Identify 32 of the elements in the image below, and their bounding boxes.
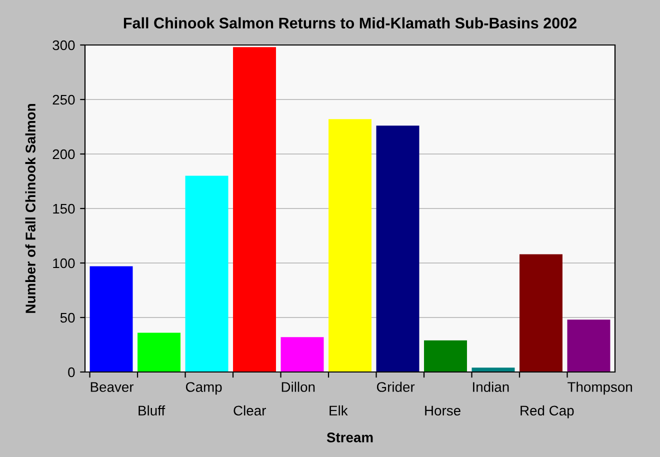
- y-axis-title: Number of Fall Chinook Salmon: [25, 104, 36, 313]
- x-tick-label: Red Cap: [520, 405, 574, 418]
- bar: [90, 266, 133, 372]
- bar: [328, 119, 372, 372]
- x-tick-label: Elk: [330, 405, 348, 416]
- bar: [138, 332, 180, 372]
- x-tick-label: Camp: [186, 382, 222, 395]
- bar: [185, 176, 228, 372]
- bar: [424, 340, 467, 372]
- y-tick-label: 250: [52, 94, 75, 105]
- y-tick-label: 300: [52, 40, 75, 50]
- bar: [567, 320, 610, 372]
- y-tick-label: 200: [52, 149, 75, 160]
- y-tick-label: 150: [53, 204, 75, 214]
- bar: [520, 254, 562, 372]
- x-tick-label: Indian: [473, 382, 509, 392]
- x-tick-label: Horse: [425, 406, 460, 416]
- x-tick-label: Grider: [376, 382, 415, 392]
- bar: [472, 368, 515, 372]
- y-tick-label: 0: [68, 367, 75, 378]
- x-tick-label: Bluff: [138, 405, 166, 416]
- bar: [233, 47, 276, 372]
- y-tick-label: 100: [53, 258, 75, 268]
- x-tick-label: Clear: [234, 405, 266, 416]
- bar: [280, 337, 324, 372]
- x-tick-label: Beaver: [90, 382, 134, 392]
- x-axis-title: Stream: [326, 432, 373, 442]
- x-tick-label: Dillon: [282, 382, 315, 392]
- y-tick-label: 50: [60, 312, 75, 323]
- bar: [376, 126, 420, 372]
- chart-title: Fall Chinook Salmon Returns to Mid-Klamath Sub-Basins 2002: [124, 17, 576, 28]
- x-tick-label: Thompson: [568, 382, 632, 395]
